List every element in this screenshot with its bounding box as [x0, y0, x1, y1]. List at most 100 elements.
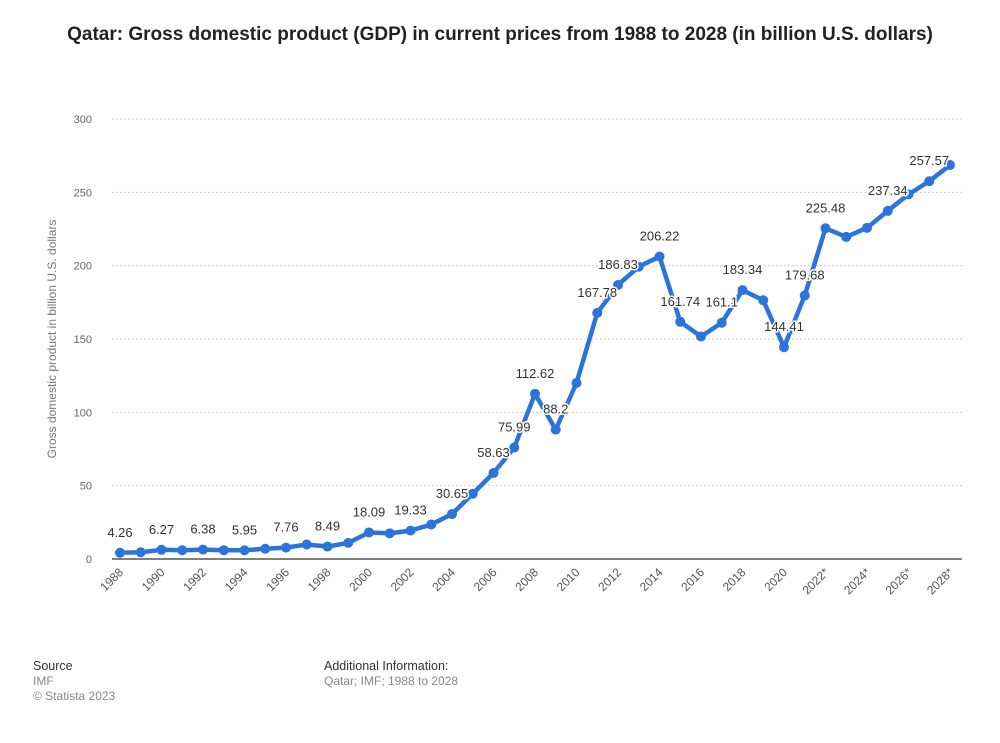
data-point — [779, 342, 789, 353]
data-point — [675, 316, 686, 327]
data-label: 75.99 — [498, 420, 531, 435]
data-label: 4.26 — [107, 525, 132, 540]
data-point — [239, 545, 250, 556]
x-tick-label: 2014 — [637, 565, 666, 594]
data-point — [343, 537, 354, 548]
data-point — [654, 251, 665, 262]
x-tick-label: 1988 — [97, 565, 126, 594]
data-label: 257.57 — [909, 153, 949, 168]
data-point — [509, 442, 520, 453]
y-tick-label: 150 — [74, 334, 92, 346]
y-tick-label: 100 — [74, 407, 92, 419]
data-point — [281, 542, 291, 553]
data-label: 161.74 — [660, 294, 700, 309]
source-label: Source — [33, 659, 73, 673]
x-tick-label: 1990 — [139, 565, 168, 594]
x-tick-label: 2008 — [512, 565, 541, 594]
data-point — [364, 527, 374, 538]
data-label: 112.62 — [516, 366, 555, 381]
data-point — [592, 307, 603, 318]
data-point — [156, 544, 167, 555]
data-label: 183.34 — [723, 262, 763, 277]
data-point — [550, 424, 561, 435]
data-point — [198, 544, 208, 555]
x-tick-label: 1998 — [305, 565, 334, 594]
data-label: 30.65 — [436, 486, 469, 501]
x-tick-label: 2028* — [924, 565, 956, 597]
data-point — [426, 519, 437, 530]
data-point — [488, 468, 499, 479]
data-point — [301, 539, 312, 550]
additional-info-value: Qatar; IMF; 1988 to 2028 — [324, 674, 459, 688]
data-label: 237.34 — [868, 183, 908, 198]
x-tick-label: 1992 — [180, 565, 209, 594]
x-tick-label: 2006 — [471, 565, 500, 594]
data-label: 6.38 — [190, 522, 215, 537]
x-tick-label: 1994 — [222, 565, 251, 594]
data-point — [135, 547, 146, 558]
data-label: 58.63 — [477, 445, 510, 460]
y-tick-label: 0 — [86, 554, 92, 566]
data-point — [633, 261, 644, 272]
x-tick-label: 2024* — [841, 565, 873, 597]
data-label: 18.09 — [353, 504, 386, 519]
data-label: 6.27 — [149, 522, 174, 537]
data-point — [530, 388, 540, 399]
x-tick-label: 2026* — [883, 565, 915, 597]
additional-info-block: Additional Information: Qatar; IMF; 1988… — [324, 659, 458, 689]
data-label: 19.33 — [394, 503, 427, 518]
x-tick-label: 2000 — [346, 565, 375, 594]
x-tick-label: 2020 — [761, 565, 790, 594]
data-point — [384, 528, 395, 539]
data-label: 225.48 — [806, 200, 846, 215]
data-label: 8.49 — [315, 519, 340, 534]
data-point — [696, 331, 706, 342]
data-point — [820, 223, 831, 234]
data-point — [862, 222, 872, 233]
data-point — [218, 545, 229, 556]
data-label: 206.22 — [640, 229, 680, 244]
data-point — [903, 189, 914, 200]
x-tick-label: 2018 — [720, 565, 749, 594]
x-tick-label: 2022* — [800, 565, 832, 597]
data-line — [119, 163, 952, 556]
additional-info-label: Additional Information: — [324, 659, 449, 673]
data-point — [945, 160, 955, 171]
data-label: 144.41 — [764, 319, 804, 334]
data-point — [882, 205, 893, 216]
data-point — [322, 541, 333, 552]
data-label: 167.78 — [577, 285, 617, 300]
data-point — [924, 176, 935, 187]
data-point — [613, 279, 623, 290]
x-tick-label: 2004 — [429, 565, 458, 594]
data-label: 88.2 — [543, 402, 568, 417]
chart-title: Qatar: Gross domestic product (GDP) in c… — [67, 24, 933, 45]
data-point — [841, 231, 852, 242]
data-label: 7.76 — [273, 520, 298, 535]
data-point — [758, 295, 769, 306]
y-tick-label: 250 — [74, 187, 92, 199]
x-tick-label: 2010 — [554, 565, 583, 594]
data-point — [115, 547, 125, 558]
y-tick-label: 300 — [74, 114, 92, 126]
data-point — [405, 525, 416, 536]
data-label: 179.68 — [785, 267, 825, 282]
data-point — [177, 545, 188, 556]
x-tick-label: 2016 — [678, 565, 707, 594]
y-tick-label: 50 — [80, 481, 92, 493]
data-point — [447, 509, 457, 520]
x-tick-label: 2002 — [388, 565, 417, 594]
copyright[interactable]: © Statista 2023 — [33, 689, 116, 703]
y-tick-label: 200 — [74, 261, 92, 273]
data-label: 5.95 — [232, 522, 257, 537]
data-point — [260, 543, 271, 554]
source-block: Source IMF © Statista 2023 — [33, 659, 115, 704]
x-tick-label: 2012 — [595, 565, 624, 594]
data-point — [799, 290, 810, 301]
data-label: 161.1 — [705, 295, 738, 310]
data-point — [737, 285, 748, 296]
data-point — [571, 378, 582, 388]
y-axis-label: Gross domestic product in billion U.S. d… — [45, 220, 59, 459]
